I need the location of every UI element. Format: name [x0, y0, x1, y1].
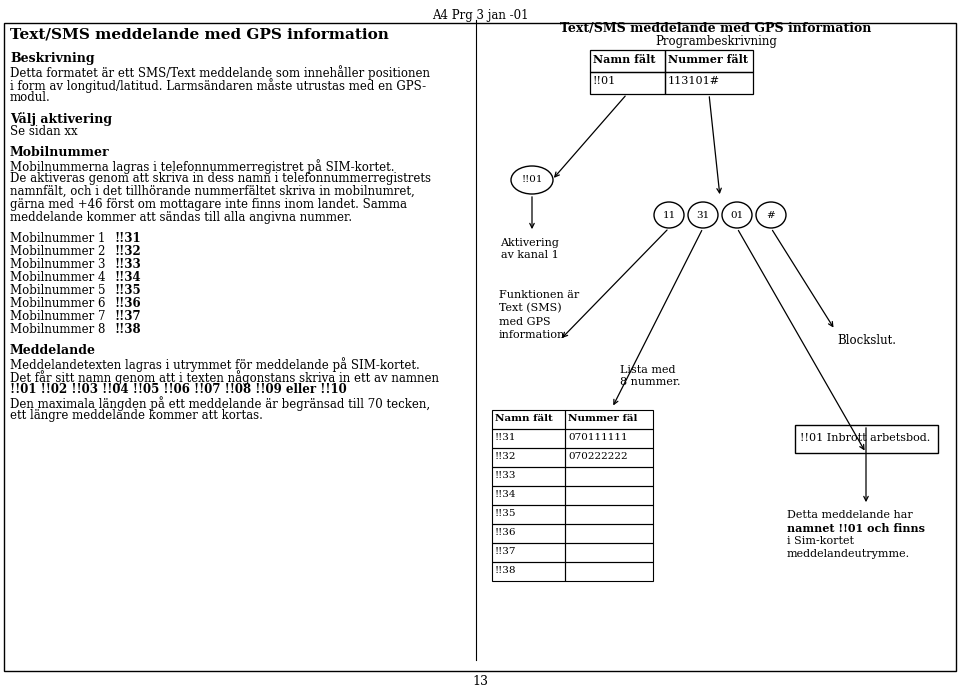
Text: Namn fält: Namn fält — [495, 414, 553, 423]
Text: Funktionen är
Text (SMS)
med GPS
information: Funktionen är Text (SMS) med GPS informa… — [499, 290, 579, 340]
Bar — [565, 543, 653, 562]
Text: ett längre meddelande kommer att kortas.: ett längre meddelande kommer att kortas. — [10, 409, 263, 422]
Text: Mobilnummer 7: Mobilnummer 7 — [10, 310, 106, 323]
Text: 070222222: 070222222 — [568, 452, 628, 461]
Text: Mobilnummer 4: Mobilnummer 4 — [10, 271, 106, 284]
Bar — [565, 505, 653, 524]
Text: 01: 01 — [731, 210, 744, 220]
Text: #: # — [767, 210, 776, 220]
Text: Mobilnummerna lagras i telefonnummerregistret på SIM-kortet.: Mobilnummerna lagras i telefonnummerregi… — [10, 159, 395, 174]
Text: !!36: !!36 — [115, 297, 142, 310]
Text: Mobilnummer 5: Mobilnummer 5 — [10, 284, 106, 297]
Text: !!32: !!32 — [495, 452, 516, 461]
Text: Nummer fäl: Nummer fäl — [568, 414, 637, 423]
Text: Välj aktivering: Välj aktivering — [10, 112, 112, 126]
Bar — [590, 72, 665, 94]
Text: !!37: !!37 — [495, 547, 516, 556]
Text: Mobilnummer: Mobilnummer — [10, 146, 109, 159]
Text: Lista med
8 nummer.: Lista med 8 nummer. — [620, 365, 681, 387]
Text: Blockslut.: Blockslut. — [837, 334, 896, 347]
Bar — [492, 448, 565, 467]
Bar — [565, 524, 653, 543]
Text: modul.: modul. — [10, 91, 51, 104]
Bar — [590, 50, 665, 72]
Bar — [565, 562, 653, 581]
Bar — [492, 410, 565, 429]
Text: namnfält, och i det tillhörande nummerfältet skriva in mobilnumret,: namnfält, och i det tillhörande nummerfä… — [10, 185, 415, 198]
Text: 11: 11 — [662, 210, 676, 220]
Text: gärna med +46 först om mottagare inte finns inom landet. Samma: gärna med +46 först om mottagare inte fi… — [10, 198, 407, 211]
Text: i form av longitud/latitud. Larmsändaren måste utrustas med en GPS-: i form av longitud/latitud. Larmsändaren… — [10, 78, 426, 93]
Bar — [665, 72, 753, 94]
Text: Se sidan xx: Se sidan xx — [10, 125, 78, 138]
Text: !!38: !!38 — [115, 323, 142, 336]
Text: !!01 !!02 !!03 !!04 !!05 !!06 !!07 !!08 !!09 eller !!10: !!01 !!02 !!03 !!04 !!05 !!06 !!07 !!08 … — [10, 383, 347, 396]
Text: !!35: !!35 — [495, 509, 516, 518]
Text: Mobilnummer 6: Mobilnummer 6 — [10, 297, 106, 310]
Text: Programbeskrivning: Programbeskrivning — [655, 35, 777, 48]
Text: !!01 Inbrott arbetsbod.: !!01 Inbrott arbetsbod. — [800, 433, 930, 443]
Text: Beskrivning: Beskrivning — [10, 52, 95, 65]
Bar — [492, 486, 565, 505]
Bar — [492, 524, 565, 543]
Text: !!33: !!33 — [495, 471, 516, 480]
Text: meddelande kommer att sändas till alla angivna nummer.: meddelande kommer att sändas till alla a… — [10, 211, 352, 224]
Text: Detta meddelande har: Detta meddelande har — [787, 510, 913, 520]
Text: !!33: !!33 — [115, 258, 142, 271]
Bar — [492, 543, 565, 562]
Bar — [665, 50, 753, 72]
Text: namnet !!01 och finns: namnet !!01 och finns — [787, 523, 925, 534]
Bar — [492, 429, 565, 448]
Text: !!38: !!38 — [495, 566, 516, 575]
Text: 31: 31 — [696, 210, 709, 220]
Text: Meddelande: Meddelande — [10, 344, 96, 357]
Text: i Sim-kortet: i Sim-kortet — [787, 536, 854, 546]
Text: Meddelandetexten lagras i utrymmet för meddelande på SIM-kortet.: Meddelandetexten lagras i utrymmet för m… — [10, 357, 420, 372]
Text: !!37: !!37 — [115, 310, 142, 323]
Text: 070111111: 070111111 — [568, 433, 628, 442]
Bar — [565, 429, 653, 448]
Text: Mobilnummer 8: Mobilnummer 8 — [10, 323, 106, 336]
Text: 13: 13 — [472, 675, 488, 687]
Bar — [492, 505, 565, 524]
Text: Namn fält: Namn fält — [593, 54, 656, 65]
Text: Mobilnummer 3: Mobilnummer 3 — [10, 258, 106, 271]
Text: Text/SMS meddelande med GPS information: Text/SMS meddelande med GPS information — [561, 22, 872, 35]
Bar — [565, 448, 653, 467]
Text: Aktivering
av kanal 1: Aktivering av kanal 1 — [500, 238, 560, 260]
Text: A4 Prg 3 jan -01: A4 Prg 3 jan -01 — [432, 9, 528, 22]
Text: !!34: !!34 — [495, 490, 516, 499]
Text: Den maximala längden på ett meddelande är begränsad till 70 tecken,: Den maximala längden på ett meddelande ä… — [10, 396, 430, 411]
Text: 113101#: 113101# — [668, 76, 720, 86]
Bar — [492, 467, 565, 486]
Text: !!01: !!01 — [593, 76, 616, 86]
Text: !!32: !!32 — [115, 245, 142, 258]
Bar — [565, 486, 653, 505]
Text: !!31: !!31 — [115, 232, 142, 245]
Text: !!31: !!31 — [495, 433, 516, 442]
Text: !!35: !!35 — [115, 284, 142, 297]
Text: Det får sitt namn genom att i texten någonstans skriva in ett av namnen: Det får sitt namn genom att i texten någ… — [10, 370, 439, 385]
Text: meddelandeutrymme.: meddelandeutrymme. — [787, 549, 910, 559]
Text: Detta formatet är ett SMS/Text meddelande som innehåller positionen: Detta formatet är ett SMS/Text meddeland… — [10, 65, 430, 80]
Text: !!34: !!34 — [115, 271, 142, 284]
Text: Nummer fält: Nummer fält — [668, 54, 748, 65]
Bar — [795, 425, 938, 453]
Bar — [565, 410, 653, 429]
Text: Mobilnummer 2: Mobilnummer 2 — [10, 245, 106, 258]
Text: De aktiveras genom att skriva in dess namn i telefonnummerregistrets: De aktiveras genom att skriva in dess na… — [10, 172, 431, 185]
Bar — [565, 467, 653, 486]
Text: Mobilnummer 1: Mobilnummer 1 — [10, 232, 106, 245]
Text: Text/SMS meddelande med GPS information: Text/SMS meddelande med GPS information — [10, 28, 389, 42]
Text: !!01: !!01 — [521, 175, 542, 185]
Bar — [492, 562, 565, 581]
Text: !!36: !!36 — [495, 528, 516, 537]
